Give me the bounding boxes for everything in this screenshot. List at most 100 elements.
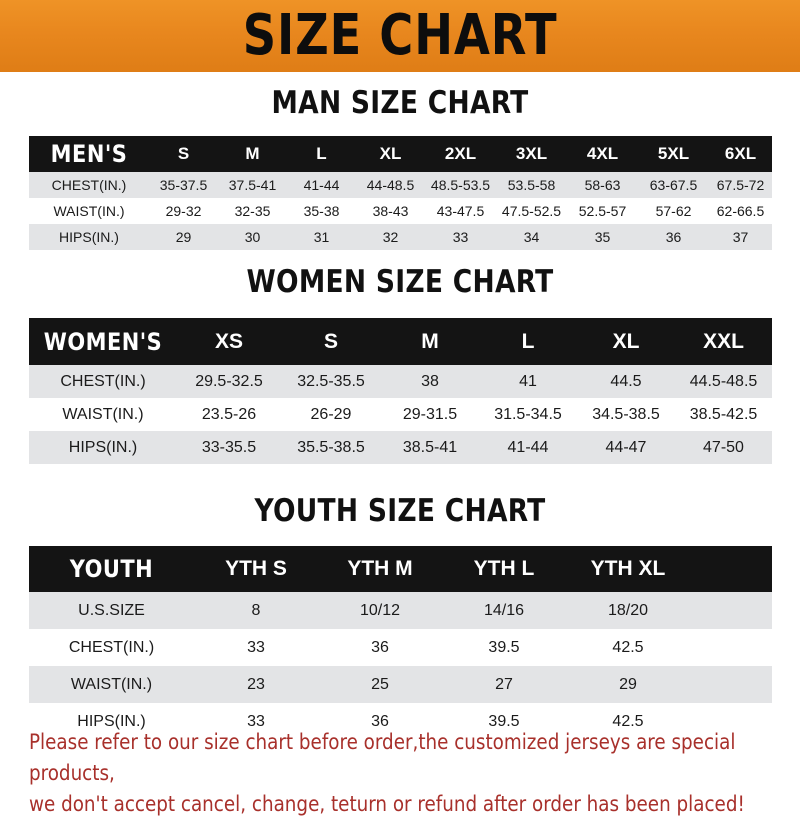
cell: 62-66.5: [716, 203, 765, 219]
men-col-header: 6XL: [724, 144, 757, 163]
cell: 47.5-52.5: [501, 203, 562, 219]
cell: 44-48.5: [366, 177, 415, 193]
men-corner-label: MEN'S: [50, 140, 128, 168]
cell: 32: [382, 229, 399, 245]
cell: 23: [247, 675, 265, 693]
table-row: CHEST(IN.) 33 36 39.5 42.5: [29, 629, 772, 666]
row-label: HIPS(IN.): [59, 229, 119, 245]
youth-header-filler: [690, 546, 772, 592]
cell: 34: [523, 229, 540, 245]
cell: 35: [594, 229, 611, 245]
women-section-title: WOMEN SIZE CHART: [246, 264, 554, 300]
cell: 57-62: [655, 203, 692, 219]
table-row: CHEST(IN.) 35-37.5 37.5-41 41-44 44-48.5…: [29, 172, 772, 198]
cell: 44-47: [605, 438, 647, 456]
cell-filler: [690, 629, 772, 666]
cell: 44.5-48.5: [689, 372, 758, 390]
cell: 53.5-58: [507, 177, 556, 193]
cell: 43-47.5: [436, 203, 485, 219]
women-table-body: WOMEN'S XS S M L XL XXL CHEST(IN.) 29.5-…: [29, 318, 772, 464]
row-label: HIPS(IN.): [68, 438, 138, 456]
men-col-header: 2XL: [444, 144, 477, 163]
cell: 38-43: [372, 203, 409, 219]
row-label: HIPS(IN.): [77, 712, 146, 730]
cell: 14/16: [483, 601, 525, 619]
men-col-header: 3XL: [515, 144, 548, 163]
cell: 37: [732, 229, 749, 245]
cell: 33: [247, 638, 265, 656]
cell: 34.5-38.5: [592, 405, 660, 423]
women-col-header: S: [323, 329, 338, 353]
youth-col-header: YTH L: [473, 557, 535, 580]
cell: 31: [313, 229, 330, 245]
cell: 35.5-38.5: [297, 438, 365, 456]
cell: 52.5-57: [578, 203, 627, 219]
cell: 58-63: [584, 177, 621, 193]
cell: 36: [665, 229, 682, 245]
men-col-header: 4XL: [586, 144, 619, 163]
cell: 41: [519, 372, 537, 390]
cell: 38.5-42.5: [689, 405, 758, 423]
row-label: CHEST(IN.): [68, 638, 155, 656]
cell: 41-44: [507, 438, 549, 456]
row-label: WAIST(IN.): [62, 405, 144, 423]
table-row: HIPS(IN.) 29 30 31 32 33 34 35 36 37: [29, 224, 772, 250]
women-size-table: WOMEN'S XS S M L XL XXL CHEST(IN.) 29.5-…: [29, 318, 772, 464]
youth-col-header: YTH S: [225, 557, 287, 580]
cell: 30: [244, 229, 261, 245]
youth-col-header: YTH XL: [590, 557, 666, 580]
cell: 31.5-34.5: [494, 405, 562, 423]
men-col-header: S: [177, 144, 190, 163]
cell: 29: [175, 229, 192, 245]
table-row: U.S.SIZE 8 10/12 14/16 18/20: [29, 592, 772, 629]
cell: 39.5: [488, 638, 520, 656]
cell: 29: [619, 675, 637, 693]
cell: 39.5: [488, 712, 520, 730]
cell: 35-37.5: [159, 177, 208, 193]
youth-section-title: YOUTH SIZE CHART: [254, 493, 546, 529]
table-row: WAIST(IN.) 29-32 32-35 35-38 38-43 43-47…: [29, 198, 772, 224]
row-label: WAIST(IN.): [70, 675, 153, 693]
row-label: U.S.SIZE: [78, 601, 145, 619]
row-label: CHEST(IN.): [51, 177, 127, 193]
cell: 29-32: [165, 203, 202, 219]
order-policy-note: Please refer to our size chart before or…: [29, 727, 755, 820]
cell: 63-67.5: [649, 177, 698, 193]
cell-filler: [690, 666, 772, 703]
cell: 42.5: [612, 712, 644, 730]
table-row: WAIST(IN.) 23.5-26 26-29 29-31.5 31.5-34…: [29, 398, 772, 431]
table-row: CHEST(IN.) 29.5-32.5 32.5-35.5 38 41 44.…: [29, 365, 772, 398]
men-col-header: 5XL: [657, 144, 690, 163]
man-section-title: MAN SIZE CHART: [271, 85, 529, 121]
cell: 42.5: [612, 638, 644, 656]
men-col-header: XL: [379, 144, 402, 163]
cell: 29-31.5: [402, 405, 458, 423]
cell: 18/20: [607, 601, 649, 619]
cell: 44.5: [610, 372, 642, 390]
women-col-header: XXL: [703, 329, 744, 353]
cell: 26-29: [310, 405, 352, 423]
women-col-header: XS: [214, 329, 243, 353]
cell: 35-38: [303, 203, 340, 219]
table-row: WAIST(IN.) 23 25 27 29: [29, 666, 772, 703]
cell: 41-44: [303, 177, 340, 193]
cell: 67.5-72: [716, 177, 765, 193]
order-policy-note-line1: Please refer to our size chart before or…: [29, 730, 736, 785]
youth-col-header: YTH M: [347, 557, 413, 580]
cell: 8: [251, 601, 261, 619]
table-row: HIPS(IN.) 33 36 39.5 42.5: [29, 703, 772, 740]
cell: 37.5-41: [228, 177, 277, 193]
women-corner-label: WOMEN'S: [43, 327, 163, 356]
cell: 47-50: [703, 438, 744, 456]
cell: 29.5-32.5: [195, 372, 263, 390]
women-col-header: M: [421, 329, 439, 353]
cell: 38.5-41: [402, 438, 458, 456]
cell: 36: [371, 712, 389, 730]
youth-header-row: YOUTH YTH S YTH M YTH L YTH XL: [29, 546, 772, 592]
youth-corner-label: YOUTH: [69, 555, 154, 583]
women-col-header: XL: [612, 329, 640, 353]
men-header-row: MEN'S S M L XL 2XL 3XL 4XL 5XL 6XL: [29, 136, 772, 172]
cell: 10/12: [359, 601, 401, 619]
men-col-header: L: [316, 144, 327, 163]
youth-size-table: YOUTH YTH S YTH M YTH L YTH XL U.S.SIZE …: [29, 546, 772, 740]
